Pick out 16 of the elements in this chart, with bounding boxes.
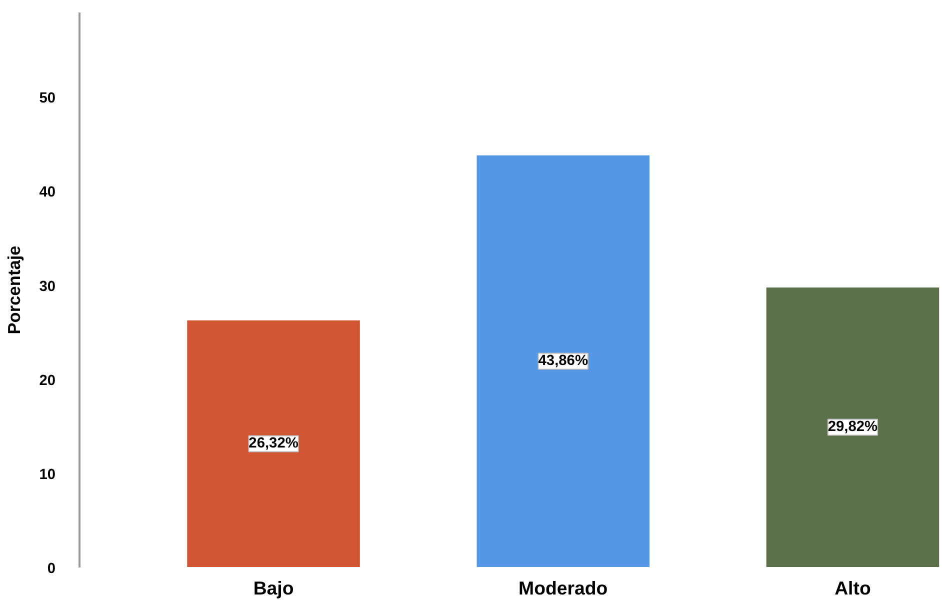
y-axis-title: Porcentaje <box>4 245 24 334</box>
data-label: 26,32% <box>248 436 298 452</box>
y-tick-label: 30 <box>39 278 56 295</box>
data-label: 29,82% <box>828 419 878 436</box>
x-tick-label: Bajo <box>253 578 294 598</box>
y-tick-label: 10 <box>39 466 56 483</box>
bar <box>765 286 940 568</box>
y-tick-label: 0 <box>47 561 56 577</box>
data-label: 43,86% <box>538 353 588 370</box>
bar <box>186 319 361 568</box>
x-tick-label: Alto <box>834 578 871 598</box>
x-tick-label: Moderado <box>518 578 608 598</box>
bar <box>476 154 651 568</box>
y-tick-label: 50 <box>39 90 56 107</box>
y-tick-label: 20 <box>39 372 56 389</box>
y-tick-label: 40 <box>39 184 56 201</box>
